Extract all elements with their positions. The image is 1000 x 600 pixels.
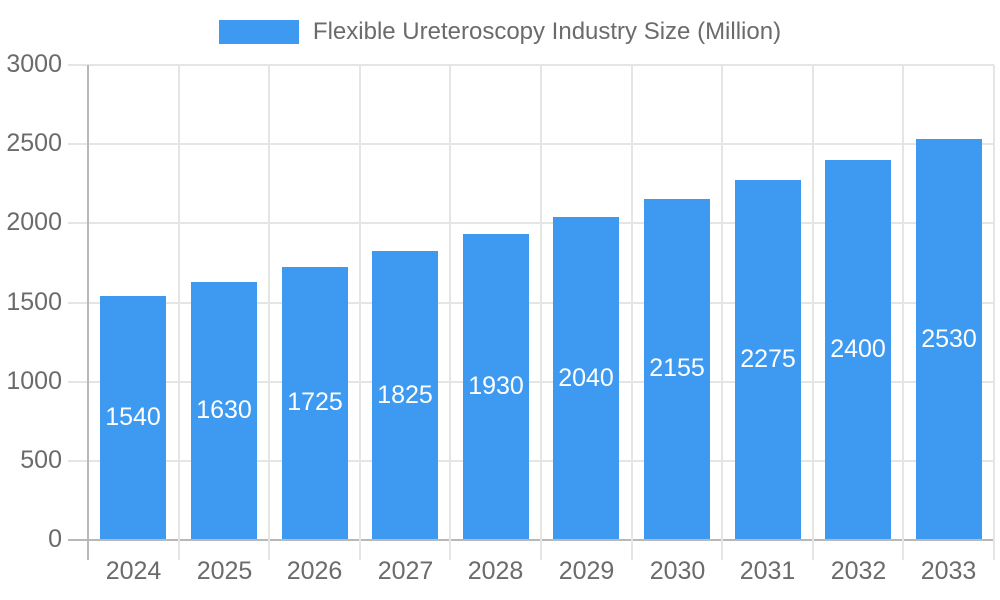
bar-value-label: 2400: [830, 335, 886, 363]
x-axis-label: 2029: [558, 557, 615, 585]
bar-value-label: 1825: [377, 381, 433, 409]
bar[interactable]: [191, 282, 257, 539]
x-gridline: [268, 65, 270, 560]
x-axis-label: 2025: [196, 557, 253, 585]
bar-value-label: 1725: [287, 388, 343, 416]
x-gridline: [721, 65, 723, 560]
y-gridline: [68, 222, 994, 224]
y-axis-label: 500: [20, 446, 62, 474]
y-gridline: [68, 460, 994, 462]
y-gridline: [68, 143, 994, 145]
x-gridline: [902, 65, 904, 560]
x-axis-line: [68, 539, 994, 541]
bar[interactable]: [372, 251, 438, 539]
y-axis-line: [87, 65, 89, 560]
y-gridline: [68, 302, 994, 304]
bar[interactable]: [644, 199, 710, 539]
x-gridline: [178, 65, 180, 560]
x-axis-label: 2026: [286, 557, 343, 585]
x-gridline: [359, 65, 361, 560]
bar[interactable]: [463, 234, 529, 539]
x-gridline: [540, 65, 542, 560]
y-axis-label: 1500: [6, 288, 62, 316]
x-axis-label: 2032: [830, 557, 887, 585]
bar-value-label: 1540: [105, 403, 161, 431]
x-gridline: [812, 65, 814, 560]
bar-value-label: 2040: [558, 364, 614, 392]
legend-label[interactable]: Flexible Ureteroscopy Industry Size (Mil…: [312, 18, 782, 45]
x-axis-label: 2033: [920, 557, 977, 585]
y-axis-label: 3000: [6, 50, 62, 78]
x-axis-label: 2030: [649, 557, 706, 585]
y-gridline: [68, 64, 994, 66]
bar[interactable]: [553, 217, 619, 539]
y-gridline: [68, 381, 994, 383]
y-axis-label: 1000: [6, 367, 62, 395]
x-gridline: [631, 65, 633, 560]
x-axis-label: 2028: [467, 557, 524, 585]
legend: Flexible Ureteroscopy Industry Size (Mil…: [0, 20, 1000, 44]
y-axis-label: 2000: [6, 208, 62, 236]
bar[interactable]: [282, 267, 348, 539]
bar-value-label: 2155: [649, 354, 705, 382]
bar[interactable]: [825, 160, 891, 539]
bar-value-label: 1930: [468, 372, 524, 400]
x-axis-label: 2024: [105, 557, 162, 585]
x-gridline: [993, 65, 995, 560]
bar-value-label: 2530: [921, 325, 977, 353]
bar-value-label: 1630: [196, 396, 252, 424]
legend-color-box[interactable]: [218, 20, 299, 44]
y-axis-label: 0: [48, 525, 62, 553]
y-axis-label: 2500: [6, 129, 62, 157]
bar[interactable]: [100, 296, 166, 539]
bar[interactable]: [735, 180, 801, 539]
bar-value-label: 2275: [740, 345, 796, 373]
bar[interactable]: [916, 139, 982, 539]
x-axis-label: 2031: [739, 557, 796, 585]
x-axis-label: 2027: [377, 557, 434, 585]
x-gridline: [449, 65, 451, 560]
